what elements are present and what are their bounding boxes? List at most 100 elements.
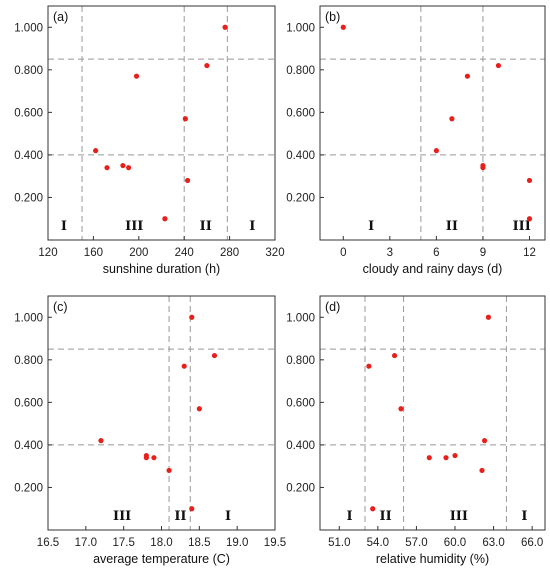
y-tick-label: 0.600 bbox=[286, 397, 315, 409]
y-tick-label: 0.200 bbox=[286, 482, 315, 494]
zone-label: I bbox=[347, 509, 353, 524]
x-tick-label: 66.0 bbox=[521, 537, 543, 549]
data-point bbox=[370, 506, 376, 512]
x-tick-label: 280 bbox=[220, 247, 239, 259]
data-point bbox=[151, 455, 157, 461]
x-tick-label: 9 bbox=[480, 247, 486, 259]
plot-frame bbox=[47, 5, 276, 241]
data-point bbox=[133, 73, 140, 79]
y-tick-label: 0.600 bbox=[286, 107, 315, 119]
x-tick-label: 120 bbox=[38, 247, 57, 259]
x-tick-label: 19.5 bbox=[264, 537, 286, 549]
zone-label: II bbox=[446, 219, 458, 234]
y-tick-label: 0.800 bbox=[14, 65, 43, 77]
x-tick-label: 12 bbox=[523, 247, 536, 259]
x-tick-label: 160 bbox=[84, 247, 103, 259]
y-tick-label: 0.200 bbox=[14, 482, 43, 494]
x-axis-label: sunshine duration (h) bbox=[103, 262, 220, 276]
x-tick-label: 16.5 bbox=[37, 537, 59, 549]
zone-label: I bbox=[368, 219, 374, 234]
data-point bbox=[526, 216, 533, 222]
data-point bbox=[181, 363, 187, 369]
data-point bbox=[93, 148, 99, 154]
x-tick-label: 17.0 bbox=[75, 537, 97, 549]
data-point bbox=[98, 438, 104, 444]
data-point bbox=[464, 73, 471, 79]
y-tick-label: 1.000 bbox=[14, 22, 43, 34]
plot-frame bbox=[319, 5, 546, 241]
zone-label: II bbox=[379, 509, 391, 524]
scatter-panel-2: 0.200 0.400 0.600 0.800 1.000 0 3 6 9 12 cloudy an… bbox=[286, 5, 546, 276]
y-tick-label: 1.000 bbox=[286, 22, 315, 34]
x-axis-label: average temperature (C) bbox=[93, 552, 230, 566]
data-point bbox=[189, 506, 195, 512]
x-tick-label: 19.0 bbox=[226, 537, 248, 549]
x-axis-label: relative humidity (%) bbox=[376, 552, 489, 566]
scatter-panel-1: 0.200 0.400 0.600 0.800 1.000 120 160 200 240 280… bbox=[14, 5, 285, 276]
y-tick-label: 1.000 bbox=[286, 312, 315, 324]
data-point bbox=[433, 148, 439, 154]
data-point bbox=[189, 314, 195, 320]
scatter-panel-3: 0.200 0.400 0.600 0.800 1.000 16.5 17.0 17.5 18.… bbox=[14, 295, 286, 566]
plot-frame bbox=[319, 295, 546, 531]
data-point bbox=[211, 352, 218, 359]
y-tick-label: 0.400 bbox=[14, 440, 43, 452]
x-tick-label: 51.0 bbox=[328, 537, 350, 549]
panel-label: (a) bbox=[53, 10, 68, 24]
data-point bbox=[449, 116, 455, 122]
x-tick-label: 63.0 bbox=[482, 537, 504, 549]
y-tick-label: 0.800 bbox=[286, 65, 315, 77]
y-tick-label: 0.400 bbox=[286, 150, 315, 162]
y-tick-label: 0.600 bbox=[14, 397, 43, 409]
x-tick-label: 320 bbox=[265, 247, 284, 259]
zone-label: III bbox=[513, 219, 531, 234]
zone-label: I bbox=[521, 509, 527, 524]
data-point bbox=[166, 467, 172, 474]
x-tick-label: 200 bbox=[129, 247, 148, 259]
y-tick-label: 0.200 bbox=[286, 192, 315, 204]
data-point bbox=[120, 162, 126, 169]
data-point bbox=[398, 406, 404, 412]
data-point bbox=[479, 467, 485, 474]
data-point bbox=[182, 116, 188, 122]
data-point bbox=[104, 165, 110, 171]
x-tick-label: 60.0 bbox=[444, 537, 466, 549]
zone-label: II bbox=[200, 219, 212, 234]
x-tick-label: 18.0 bbox=[150, 537, 172, 549]
y-tick-label: 1.000 bbox=[14, 312, 43, 324]
data-point bbox=[204, 62, 210, 69]
scatter-panel-4: 0.200 0.400 0.600 0.800 1.000 51.0 54.0 57.0 60.… bbox=[286, 295, 546, 566]
y-tick-label: 0.400 bbox=[14, 150, 43, 162]
zone-label: III bbox=[113, 509, 131, 524]
data-point bbox=[143, 455, 149, 461]
zone-label: III bbox=[125, 219, 143, 234]
data-point bbox=[485, 314, 492, 320]
zone-label: I bbox=[249, 219, 255, 234]
plot-frame bbox=[47, 295, 276, 531]
data-point bbox=[366, 363, 372, 369]
data-point bbox=[526, 177, 533, 184]
data-point bbox=[452, 452, 458, 459]
x-tick-label: 17.5 bbox=[112, 537, 134, 549]
data-point bbox=[443, 455, 449, 461]
data-point bbox=[426, 455, 432, 461]
panel-label: (b) bbox=[325, 10, 340, 24]
zone-label: III bbox=[450, 509, 468, 524]
data-point bbox=[222, 24, 228, 30]
data-point bbox=[480, 165, 486, 171]
panel-label: (c) bbox=[53, 300, 68, 314]
data-point bbox=[495, 62, 502, 69]
y-tick-label: 0.800 bbox=[14, 355, 43, 367]
x-tick-label: 6 bbox=[433, 247, 439, 259]
y-tick-label: 0.200 bbox=[14, 192, 43, 204]
x-tick-label: 3 bbox=[387, 247, 393, 259]
data-point bbox=[185, 177, 191, 184]
y-tick-label: 0.600 bbox=[14, 107, 43, 119]
x-tick-label: 54.0 bbox=[367, 537, 389, 549]
x-tick-label: 57.0 bbox=[405, 537, 427, 549]
x-axis-label: cloudy and rainy days (d) bbox=[363, 262, 503, 276]
data-point bbox=[391, 352, 398, 359]
zone-label: I bbox=[225, 509, 231, 524]
zone-label: II bbox=[174, 509, 186, 524]
data-point bbox=[162, 216, 168, 222]
